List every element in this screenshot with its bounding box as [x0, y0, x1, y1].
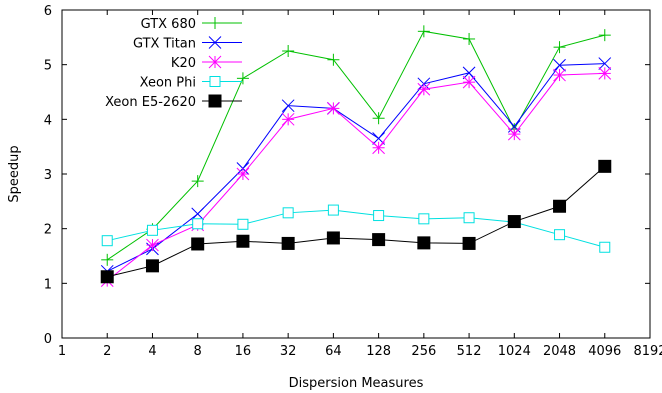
series-line [107, 63, 605, 272]
data-point-open-square-marker [554, 229, 566, 241]
data-point-plus-marker [236, 72, 249, 85]
data-point-filled-square-marker [372, 233, 386, 247]
data-point-open-square-marker [418, 213, 430, 225]
data-point-star-marker [372, 141, 385, 155]
data-point-star-marker [598, 67, 612, 80]
x-tick-label: 1024 [498, 344, 531, 359]
data-point-star-marker [327, 102, 340, 115]
data-point-plus-marker [191, 175, 204, 188]
data-point-x-marker [208, 36, 222, 49]
data-point-star-marker [553, 68, 566, 82]
x-tick-label: 8 [194, 344, 202, 359]
legend-label: K20 [171, 56, 196, 71]
data-point-plus-marker [282, 45, 295, 57]
legend-item: K20 [171, 55, 242, 71]
data-point-plus-marker [101, 253, 114, 266]
series-gtx-titan [100, 57, 612, 278]
data-point-filled-square-marker [598, 159, 612, 173]
legend-item: GTX 680 [141, 17, 242, 32]
x-tick-label: 256 [411, 344, 436, 359]
x-tick-label: 128 [366, 344, 391, 359]
data-point-open-square-marker [599, 241, 611, 253]
series-line [107, 165, 606, 278]
data-point-star-marker [146, 238, 159, 252]
x-axis-label: Dispersion Measures [289, 376, 424, 391]
x-tick-label: 4096 [588, 344, 621, 359]
data-point-filled-square-marker [507, 215, 521, 229]
legend-label: GTX Titan [133, 37, 196, 52]
data-point-x-marker [553, 58, 566, 72]
data-point-x-marker [191, 207, 205, 221]
data-point-open-square-marker [192, 218, 204, 230]
y-tick-label: 2 [44, 223, 52, 238]
legend-label: Xeon E5-2620 [105, 95, 196, 110]
x-tick-label: 64 [325, 344, 342, 359]
data-point-x-marker [462, 66, 476, 80]
y-tick-label: 4 [44, 113, 52, 128]
data-point-plus-marker [463, 32, 476, 45]
data-point-filled-square-marker [236, 234, 250, 248]
y-axis-label: Speedup [7, 145, 22, 202]
data-point-open-square-marker [237, 218, 249, 230]
data-point-plus-marker [327, 53, 340, 66]
data-point-filled-square-marker [326, 231, 340, 245]
data-point-open-square-marker [146, 224, 158, 236]
data-point-plus-marker [209, 17, 221, 29]
data-point-filled-square-marker [208, 94, 222, 108]
axis-ticks: 1248163264128256512102420484096819201234… [44, 4, 662, 359]
y-tick-label: 5 [44, 59, 52, 74]
series-layer [100, 25, 612, 287]
legend-item: GTX Titan [133, 36, 242, 52]
x-tick-label: 2048 [543, 344, 576, 359]
data-point-star-marker [208, 55, 222, 69]
x-tick-label: 4 [148, 344, 156, 359]
series-line [106, 72, 605, 281]
data-point-x-marker [598, 57, 612, 70]
y-tick-label: 3 [44, 168, 52, 183]
y-tick-label: 0 [44, 332, 52, 347]
data-point-plus-marker [598, 29, 611, 42]
data-point-star-marker [281, 112, 295, 126]
data-point-star-marker [462, 75, 476, 89]
data-point-open-square-marker [327, 204, 339, 216]
legend-item: Xeon E5-2620 [105, 94, 242, 110]
legend: GTX 680 GTX Titan K20 Xeon Phi Xeon E5-2620 [105, 17, 242, 110]
x-tick-label: 512 [457, 344, 482, 359]
legend-label: Xeon Phi [140, 76, 196, 91]
data-point-filled-square-marker [553, 199, 567, 213]
legend-item: Xeon Phi [140, 76, 242, 91]
data-point-filled-square-marker [417, 236, 431, 250]
data-point-filled-square-marker [191, 237, 205, 251]
series-line [107, 209, 605, 248]
data-point-plus-marker [372, 112, 385, 125]
data-point-star-marker [417, 82, 431, 96]
data-point-open-square-marker [282, 207, 294, 219]
y-tick-label: 6 [44, 4, 52, 19]
data-point-star-marker [236, 167, 250, 181]
data-point-open-square-marker [101, 235, 113, 247]
x-tick-label: 16 [235, 344, 252, 359]
series-xeon-e5-2620 [100, 159, 612, 284]
data-point-plus-marker [417, 25, 430, 38]
data-point-filled-square-marker [145, 259, 159, 273]
x-tick-label: 32 [280, 344, 297, 359]
data-point-open-square-marker [463, 212, 475, 224]
legend-label: GTX 680 [141, 17, 196, 32]
series-xeon-phi [101, 204, 611, 253]
data-point-x-marker [281, 99, 295, 113]
data-point-filled-square-marker [100, 270, 114, 284]
x-tick-label: 1 [58, 344, 66, 359]
x-tick-label: 8192 [633, 344, 662, 359]
plot-frame [61, 9, 651, 339]
data-point-star-marker [507, 127, 521, 141]
data-point-plus-marker [553, 41, 566, 54]
data-point-open-square-marker [209, 76, 221, 87]
data-point-filled-square-marker [281, 236, 295, 250]
x-tick-label: 2 [103, 344, 111, 359]
data-point-open-square-marker [373, 210, 385, 222]
data-point-filled-square-marker [462, 236, 476, 250]
y-tick-label: 1 [44, 277, 52, 292]
